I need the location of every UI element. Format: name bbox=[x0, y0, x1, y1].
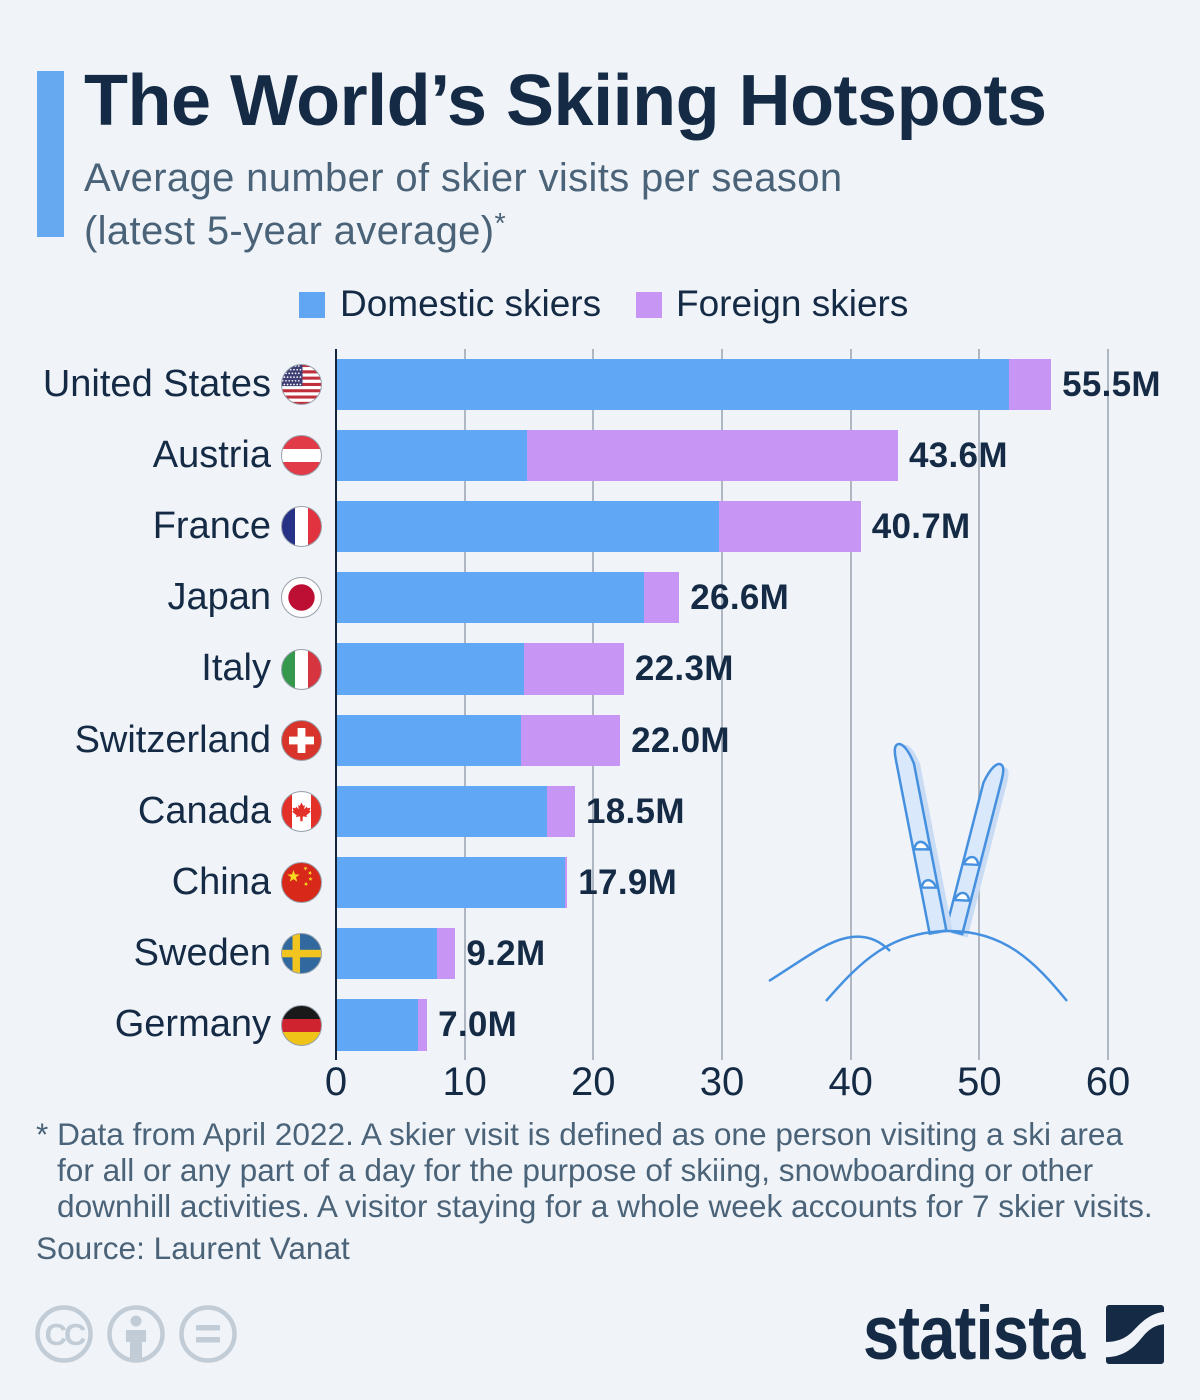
svg-text:CC: CC bbox=[45, 1317, 86, 1352]
